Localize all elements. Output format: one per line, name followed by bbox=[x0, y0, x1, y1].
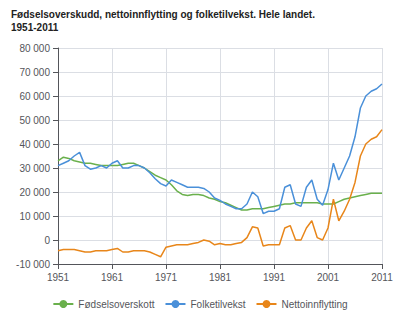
svg-text:Fødselsoverskott: Fødselsoverskott bbox=[78, 299, 154, 310]
svg-text:10 000: 10 000 bbox=[19, 211, 50, 222]
svg-text:80 000: 80 000 bbox=[19, 43, 50, 54]
svg-text:50 000: 50 000 bbox=[19, 115, 50, 126]
svg-text:1981: 1981 bbox=[209, 272, 232, 283]
svg-text:70 000: 70 000 bbox=[19, 67, 50, 78]
svg-text:1951-2011: 1951-2011 bbox=[11, 22, 59, 33]
svg-text:20 000: 20 000 bbox=[19, 187, 50, 198]
svg-text:40 000: 40 000 bbox=[19, 139, 50, 150]
svg-text:2011: 2011 bbox=[371, 272, 393, 283]
svg-text:1961: 1961 bbox=[101, 272, 124, 283]
svg-text:2001: 2001 bbox=[317, 272, 340, 283]
svg-text:1971: 1971 bbox=[155, 272, 178, 283]
svg-text:60 000: 60 000 bbox=[19, 91, 50, 102]
svg-text:1951: 1951 bbox=[47, 272, 70, 283]
svg-text:1991: 1991 bbox=[263, 272, 286, 283]
svg-text:0: 0 bbox=[44, 235, 50, 246]
svg-text:Nettoinnflytting: Nettoinnflytting bbox=[282, 299, 348, 310]
svg-text:Folketilvekst: Folketilvekst bbox=[190, 299, 245, 310]
svg-text:Fødselsoverskudd, nettoinnflyt: Fødselsoverskudd, nettoinnflytting og fo… bbox=[11, 9, 315, 20]
svg-text:30 000: 30 000 bbox=[19, 163, 50, 174]
svg-text:-10 000: -10 000 bbox=[16, 259, 50, 270]
